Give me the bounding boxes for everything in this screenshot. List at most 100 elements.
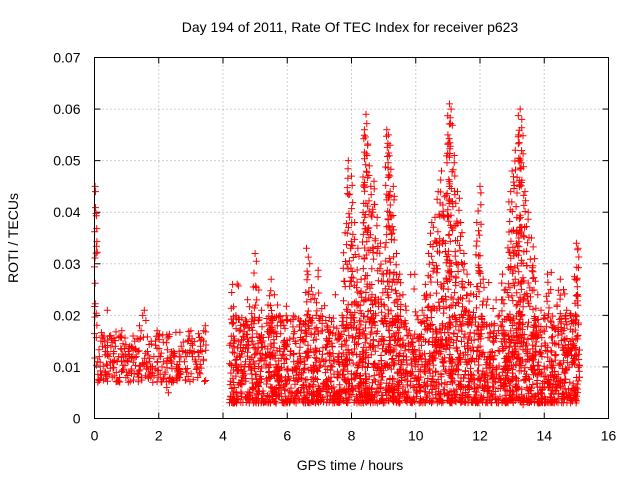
data-point — [343, 305, 351, 313]
data-point — [476, 182, 484, 190]
data-point — [421, 369, 429, 377]
data-point — [302, 376, 310, 384]
data-point — [453, 317, 461, 325]
data-point — [513, 355, 521, 363]
data-point — [528, 357, 536, 365]
data-point — [384, 207, 392, 215]
data-point — [423, 314, 431, 322]
data-point — [404, 372, 412, 380]
data-point — [498, 322, 506, 330]
data-point — [394, 323, 402, 331]
data-point — [452, 281, 460, 289]
data-point — [437, 176, 445, 184]
data-point — [307, 367, 315, 375]
data-point — [549, 333, 556, 341]
data-point — [443, 190, 451, 197]
data-point — [519, 401, 527, 409]
data-point — [507, 237, 515, 245]
data-point — [308, 284, 315, 292]
data-point — [315, 348, 323, 355]
data-point — [432, 383, 440, 391]
data-point — [92, 249, 100, 257]
data-point — [474, 207, 482, 215]
data-point — [401, 347, 409, 355]
data-point — [360, 254, 368, 262]
data-point — [282, 356, 290, 364]
data-point — [349, 333, 357, 341]
data-point — [429, 267, 437, 275]
data-point — [393, 383, 401, 391]
data-point — [428, 252, 436, 260]
data-point — [98, 371, 106, 379]
data-point — [229, 280, 237, 288]
data-point — [515, 297, 523, 305]
data-point — [516, 307, 524, 315]
data-point — [346, 387, 354, 395]
data-point — [426, 321, 434, 329]
data-point — [353, 278, 361, 286]
data-point — [498, 279, 506, 287]
data-point — [334, 374, 342, 382]
data-point — [383, 153, 391, 160]
data-point — [530, 286, 538, 294]
data-point — [404, 388, 412, 396]
data-point — [283, 398, 291, 405]
data-point — [461, 384, 469, 392]
data-point — [348, 273, 356, 281]
data-point — [169, 348, 177, 355]
data-point — [365, 224, 373, 232]
data-point — [122, 341, 130, 349]
data-point — [495, 311, 503, 319]
data-point — [163, 359, 171, 367]
data-point — [157, 378, 165, 386]
data-point — [348, 172, 355, 180]
data-point — [299, 337, 307, 345]
data-point — [449, 226, 457, 234]
data-point — [561, 312, 569, 320]
data-point — [396, 365, 404, 373]
data-point — [549, 399, 557, 407]
data-point — [407, 341, 415, 349]
data-point — [560, 286, 567, 294]
data-point — [426, 273, 434, 281]
data-point — [286, 335, 294, 343]
data-point — [373, 222, 381, 230]
data-point — [274, 301, 282, 309]
data-point — [321, 362, 329, 370]
data-point — [245, 363, 253, 371]
data-point — [293, 368, 301, 376]
data-point — [365, 162, 373, 170]
data-point — [460, 311, 468, 319]
data-point — [386, 258, 394, 266]
data-point — [105, 353, 113, 361]
data-point — [438, 380, 446, 388]
data-point — [505, 382, 513, 390]
data-point — [104, 351, 111, 359]
data-point — [322, 317, 330, 324]
data-point — [556, 295, 564, 303]
data-point — [420, 378, 428, 386]
data-point — [169, 378, 177, 386]
data-point — [376, 239, 384, 247]
data-point — [424, 392, 432, 400]
data-point — [517, 285, 525, 293]
data-point — [415, 337, 423, 345]
data-point — [244, 324, 252, 332]
data-point — [258, 351, 266, 359]
data-point — [505, 228, 513, 236]
data-point — [361, 183, 369, 191]
data-point — [505, 342, 513, 350]
data-point — [328, 396, 336, 404]
data-point — [529, 341, 537, 349]
data-point — [242, 358, 249, 366]
data-point — [452, 199, 460, 207]
data-point — [248, 370, 256, 378]
data-point — [519, 259, 527, 267]
data-point — [534, 291, 542, 299]
data-point — [473, 347, 481, 354]
data-point — [575, 253, 583, 261]
data-point — [572, 311, 579, 319]
data-point — [343, 397, 351, 405]
data-point — [348, 205, 356, 213]
data-point — [177, 342, 185, 350]
